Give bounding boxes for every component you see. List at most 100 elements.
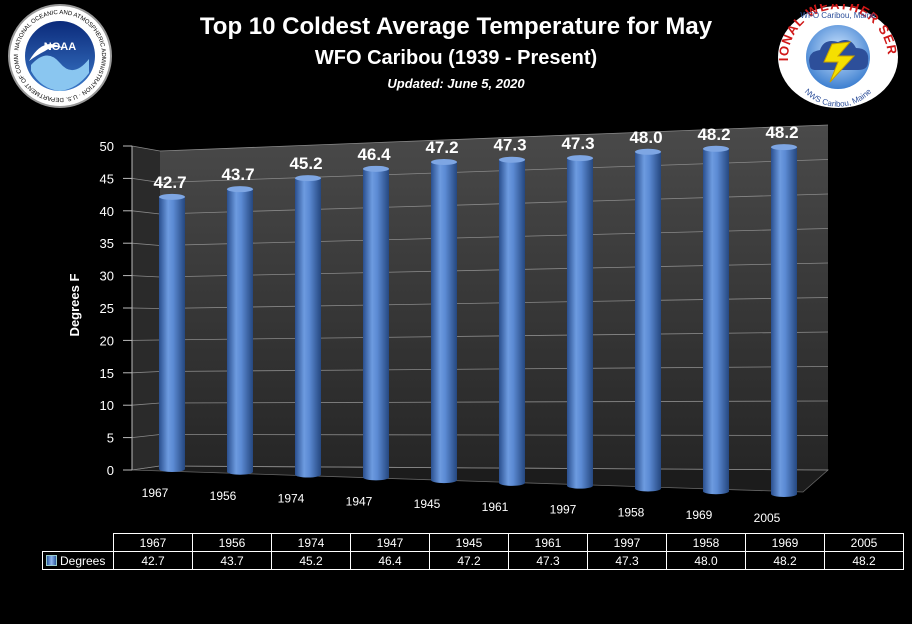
noaa-logo: NOAA NATIONAL OCEANIC AND ATMOSPHERIC AD… [7,3,112,108]
table-header-cell: 1956 [192,533,272,552]
bar [499,156,525,486]
y-tick-label: 20 [100,333,114,348]
gridline-side [131,402,161,406]
x-tick-label: 2005 [754,511,781,525]
y-tick-label: 40 [100,204,114,219]
gridline-side [131,371,161,374]
series-swatch [46,554,57,566]
table-value-cell: 48.0 [666,551,746,570]
x-tick-label: 1967 [142,486,169,500]
bar-body [227,189,253,475]
bar-value-label: 48.0 [629,128,662,147]
gridline-side [131,145,161,152]
chart-title: Top 10 Coldest Average Temperature for M… [199,13,713,40]
y-tick-label: 25 [100,301,114,316]
table-value-cell: 43.7 [192,551,272,570]
table-value-cell: 48.2 [745,551,825,570]
bar-top [363,165,389,172]
series-label-text: Degrees [60,553,106,568]
bar-value-label: 45.2 [289,154,322,173]
table-value-cell: 47.3 [587,551,667,570]
table-header-cell: 1958 [666,533,746,552]
bar-body [431,162,457,484]
bar-value-label: 48.2 [765,123,798,142]
bar [159,193,185,472]
bar-body [499,159,525,486]
x-tick-label: 1997 [550,503,577,517]
bar-value-label: 48.2 [697,125,730,144]
table-value-cell: 45.2 [271,551,351,570]
table-value-cell: 47.2 [429,551,509,570]
bar-top [499,156,525,163]
nws-logo: NATIONAL WEATHER SERVICE NWS Caribou, Ma… [776,4,899,109]
y-tick-label: 10 [100,398,114,413]
gridline-side [131,242,161,246]
bar-top [635,148,661,155]
x-tick-label: 1958 [618,505,645,519]
bar [771,144,797,498]
bar [703,145,729,495]
bar-top [295,175,321,182]
table-header-cell: 2005 [824,533,904,552]
x-tick-label: 1974 [278,492,305,506]
table-header-cell: 1947 [350,533,430,552]
x-tick-label: 1969 [686,508,713,522]
bar-top [431,159,457,166]
bar-chart: 0 5 10 15 20 25 30 35 40 45 50 42.7 43.7 45.2 46.4 47.… [67,123,830,525]
bar-top [703,145,729,152]
noaa-center-text: NOAA [44,41,76,53]
bar-value-label: 43.7 [221,165,254,184]
bar-top [227,186,253,193]
bar-value-label: 46.4 [357,145,391,164]
bar-body [567,158,593,489]
nws-ring-sub: WFO Caribou, Maine [800,11,876,20]
table-value-cell: 42.7 [113,551,193,570]
x-tick-label: 1956 [210,489,237,503]
y-tick-label: 5 [107,431,114,446]
bar-top [159,193,185,200]
chart-subtitle: WFO Caribou (1939 - Present) [314,47,598,69]
x-tick-label: 1947 [346,494,373,508]
bar [295,175,321,478]
table-header-cell: 1967 [113,533,193,552]
bar-body [635,151,661,492]
bar-value-label: 42.7 [153,173,186,192]
bar-body [159,196,185,472]
gridline-side [131,307,161,309]
table-series-label: Degrees [42,551,114,570]
bar-top [567,155,593,162]
bar [567,155,593,489]
table-value-cell: 47.3 [508,551,588,570]
gridline-side [131,434,161,438]
x-tick-label: 1945 [414,497,441,511]
gridline [159,124,829,152]
table-header-cell: 1974 [271,533,351,552]
y-tick-label: 45 [100,171,114,186]
gridline-side [131,210,161,215]
table-header-cell: 1945 [429,533,509,552]
bar [431,159,457,484]
bar [635,148,661,492]
gridline-side [131,178,161,183]
gridline-side [131,465,161,471]
bar-body [363,168,389,481]
bar-value-label: 47.3 [561,134,594,153]
bar-body [295,178,321,478]
gridline-side [131,275,161,278]
y-tick-label: 30 [100,269,114,284]
bar-body [703,148,729,495]
table-value-cell: 46.4 [350,551,430,570]
bar-value-label: 47.3 [493,136,526,155]
y-axis-label: Degrees F [67,274,82,337]
table-value-cell: 48.2 [824,551,904,570]
y-tick-label: 35 [100,236,114,251]
bar-top [771,144,797,151]
y-tick-label: 0 [107,463,114,478]
y-tick-label: 15 [100,366,114,381]
table-corner [43,534,114,552]
bar-value-label: 47.2 [425,138,458,157]
data-table: 1967 1956 1974 1947 1945 1961 1997 1958 1969 2005… [42,533,904,570]
y-tick-label: 50 [100,139,114,154]
table-header-cell: 1997 [587,533,667,552]
x-tick-label: 1961 [482,500,509,514]
